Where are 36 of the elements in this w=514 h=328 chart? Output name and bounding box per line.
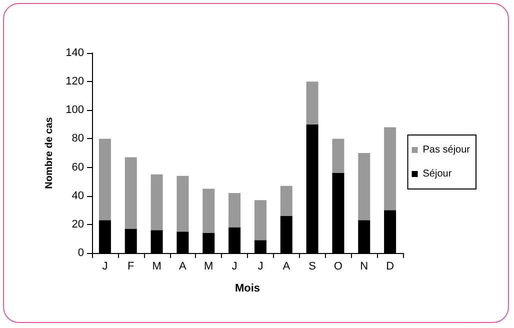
y-tick-label: 40 <box>72 190 84 202</box>
x-tick-label: D <box>386 260 394 272</box>
x-tick-label: M <box>152 260 162 272</box>
x-tick-label: A <box>179 260 188 272</box>
x-axis-title: Mois <box>234 282 260 294</box>
bar <box>228 193 241 228</box>
x-tick-label: J <box>258 260 264 272</box>
x-tick-label: N <box>360 260 368 272</box>
legend-label: Séjour <box>422 168 452 180</box>
x-tick-label: M <box>204 260 214 272</box>
bar <box>358 153 370 220</box>
y-tick-label: 20 <box>72 218 84 230</box>
y-tick-label: 120 <box>66 76 84 88</box>
bar <box>384 127 396 210</box>
x-tick-label: A <box>282 260 291 272</box>
x-tick-label: J <box>102 260 108 272</box>
bar <box>306 82 318 124</box>
x-tick-label: S <box>308 260 316 272</box>
bar <box>332 138 344 173</box>
bar <box>150 174 163 230</box>
bar <box>176 176 189 232</box>
y-tick-label: 80 <box>72 132 84 145</box>
y-tick-label: 60 <box>72 161 84 174</box>
y-tick-label: 0 <box>78 247 84 259</box>
y-tick-label: 100 <box>66 104 84 116</box>
bar <box>280 186 292 216</box>
y-tick-label: 140 <box>66 47 84 59</box>
x-tick-label: O <box>334 260 343 272</box>
x-tick-label: J <box>232 260 238 272</box>
bar <box>124 157 137 229</box>
bar <box>98 138 111 220</box>
legend-label: Pas séjour <box>422 144 471 156</box>
bar <box>254 200 266 240</box>
bar <box>202 188 215 233</box>
x-tick-label: F <box>128 260 135 272</box>
y-axis-title: Nombre de cas <box>44 116 56 189</box>
